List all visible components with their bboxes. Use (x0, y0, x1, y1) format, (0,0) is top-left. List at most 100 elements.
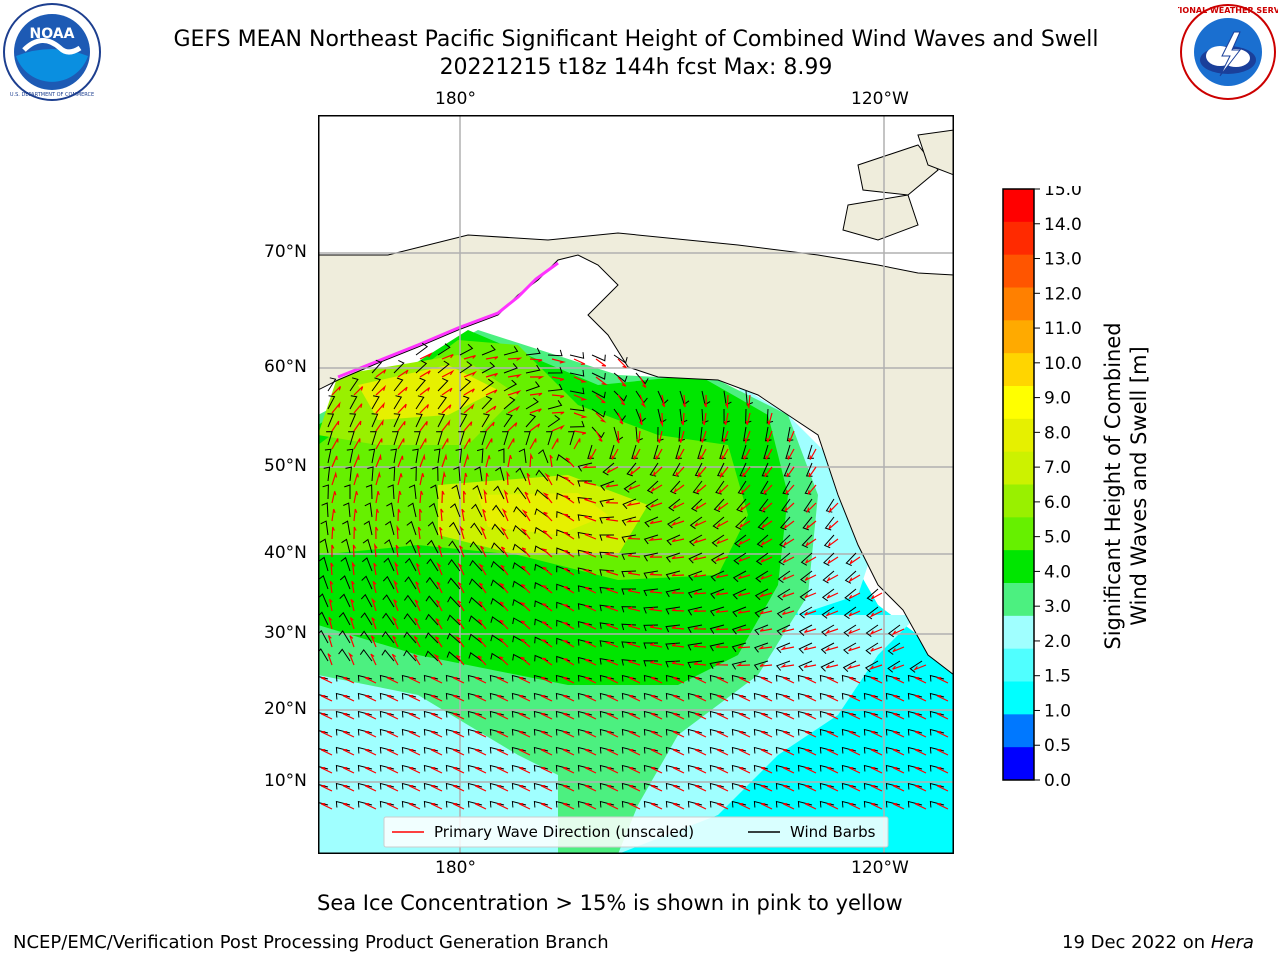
wind-barb (415, 395, 425, 410)
wave-direction-arrow (392, 635, 399, 648)
wave-direction-arrow (474, 731, 487, 738)
wave-direction-arrow (518, 731, 531, 738)
wind-barb (613, 408, 627, 422)
wind-barb (621, 552, 637, 560)
wave-direction-arrow (463, 438, 471, 450)
wave-direction-arrow (739, 520, 751, 528)
wind-barb (459, 378, 472, 392)
wave-direction-arrow (738, 785, 751, 792)
wave-direction-arrow (415, 581, 421, 594)
wave-direction-arrow (595, 394, 606, 404)
wave-direction-arrow (375, 401, 385, 414)
wind-barb (568, 431, 575, 446)
wind-barb (653, 444, 660, 459)
wind-barb (736, 498, 747, 513)
lat-label-40n: 40°N (264, 543, 307, 563)
chart-title: GEFS MEAN Northeast Pacific Significant … (173, 27, 1099, 52)
wind-barb (515, 467, 527, 482)
wave-direction-arrow (803, 646, 817, 651)
wind-barb (800, 570, 813, 584)
wave-direction-arrow (693, 608, 707, 612)
wave-direction-arrow (824, 628, 839, 635)
wave-direction-arrow (784, 502, 795, 512)
wind-barb (709, 624, 725, 634)
wind-barb (672, 462, 681, 477)
wave-direction-arrow (826, 803, 839, 810)
wind-barb (406, 520, 417, 536)
wind-barb (687, 660, 703, 669)
wind-barb (436, 431, 443, 446)
wind-barb (386, 502, 395, 518)
wave-direction-arrow (441, 354, 454, 360)
wind-barb (368, 448, 376, 464)
wind-barb (480, 431, 487, 446)
wave-direction-arrow (657, 430, 663, 443)
wave-direction-arrow (501, 508, 509, 522)
wave-direction-arrow (562, 767, 575, 774)
colorbar-tick-label: 15.0 (1044, 186, 1082, 200)
wave-direction-arrow (826, 767, 839, 774)
wave-direction-arrow (870, 677, 883, 684)
wave-direction-arrow (738, 749, 751, 756)
wind-barb (546, 431, 553, 446)
wave-direction-arrow (786, 466, 795, 478)
wind-barb (764, 426, 772, 442)
wind-barb (577, 480, 593, 487)
wave-direction-arrow (870, 731, 883, 738)
colorbar-frame (1002, 188, 1035, 781)
wind-barb (821, 624, 835, 637)
wave-direction-arrow (682, 394, 686, 408)
wind-barb (410, 466, 417, 482)
wave-direction-arrow (507, 357, 523, 361)
wave-direction-arrow (715, 520, 729, 529)
wave-direction-arrow (649, 520, 663, 525)
wind-barb (665, 624, 681, 633)
wind-barb (404, 557, 417, 572)
wave-direction-arrow (485, 356, 499, 360)
wave-direction-arrow (805, 556, 817, 564)
wave-direction-arrow (604, 552, 619, 558)
wave-direction-arrow (331, 385, 341, 396)
wave-direction-arrow (738, 677, 751, 684)
wind-barb (393, 413, 401, 428)
wave-direction-arrow (435, 618, 443, 630)
wave-direction-arrow (563, 658, 575, 666)
wave-direction-arrow (782, 538, 795, 548)
wave-direction-arrow (331, 526, 335, 540)
wind-barb (490, 616, 505, 626)
wave-direction-arrow (606, 785, 619, 792)
wave-direction-arrow (386, 713, 399, 720)
wind-barb (645, 498, 659, 511)
wave-direction-arrow (804, 628, 817, 633)
wave-direction-arrow (716, 767, 729, 774)
wave-direction-arrow (694, 695, 707, 702)
colorbar-swatch (1003, 189, 1034, 223)
wave-direction-arrow (671, 661, 685, 666)
wave-direction-arrow (760, 767, 773, 774)
wind-barb (503, 346, 519, 356)
wave-direction-arrow (520, 638, 531, 648)
wave-direction-arrow (650, 767, 663, 774)
wave-direction-arrow (540, 731, 553, 738)
wave-direction-arrow (809, 448, 817, 460)
wave-direction-arrow (331, 438, 339, 450)
wave-direction-arrow (364, 713, 377, 720)
wave-direction-arrow (650, 803, 663, 810)
wave-direction-arrow (342, 695, 355, 702)
wave-direction-arrow (573, 430, 586, 435)
wave-direction-arrow (573, 358, 586, 365)
wind-barb (458, 431, 465, 446)
colorbar-tick-label: 8.0 (1044, 423, 1071, 443)
wave-direction-arrow (434, 636, 443, 648)
wave-direction-arrow (936, 749, 949, 756)
wave-direction-arrow (725, 394, 729, 410)
wave-direction-arrow (716, 695, 729, 702)
wind-barb (393, 377, 404, 392)
wave-direction-arrow (804, 767, 817, 774)
wind-barb (776, 642, 791, 654)
wave-direction-arrow (540, 803, 553, 810)
colorbar-label-line2: Wind Waves and Swell [m] (1127, 346, 1151, 626)
wave-direction-arrow (540, 785, 553, 792)
wave-direction-arrow (626, 642, 641, 648)
wave-direction-arrow (499, 601, 509, 612)
